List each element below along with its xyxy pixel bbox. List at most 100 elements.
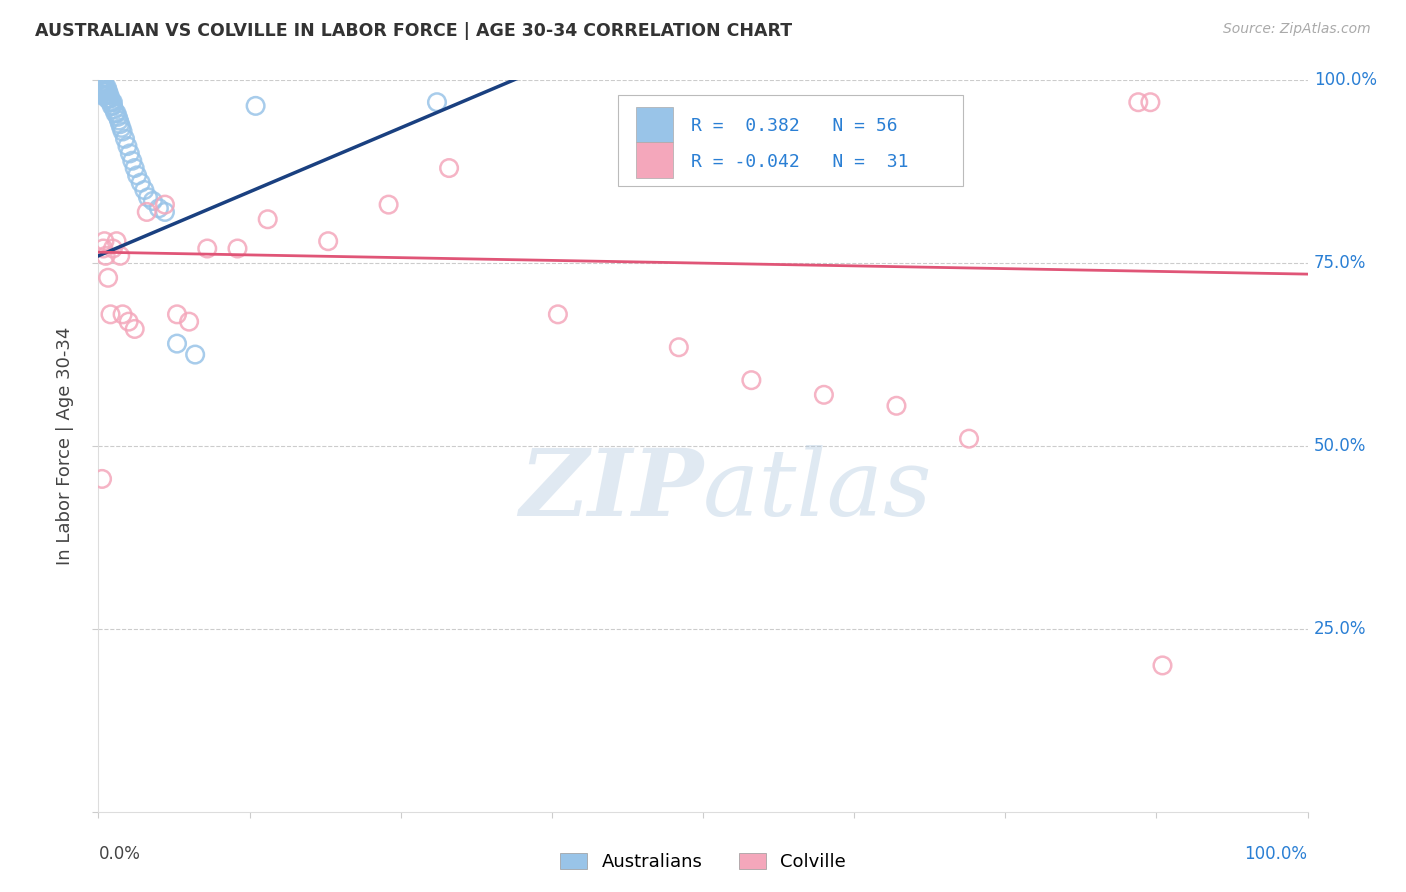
Point [97,270,120,285]
Text: 0.0%: 0.0% [98,845,141,863]
Legend: Australians, Colville: Australians, Colville [553,846,853,879]
Point [426,95,449,110]
Point [91,80,114,95]
Point [93,84,115,98]
Point [91,242,114,256]
Point [740,373,762,387]
Point [110,120,132,135]
Point [100,92,122,106]
Point [108,113,131,128]
Point [316,234,339,248]
Point [129,176,152,190]
Text: AUSTRALIAN VS COLVILLE IN LABOR FORCE | AGE 30-34 CORRELATION CHART: AUSTRALIAN VS COLVILLE IN LABOR FORCE | … [35,22,792,40]
Point [135,205,157,219]
Point [96,92,118,106]
Point [437,161,460,175]
Point [177,315,201,329]
Text: 100.0%: 100.0% [1244,845,1308,863]
Point [91,80,114,95]
Point [100,95,122,110]
Point [377,197,399,211]
Point [668,340,690,354]
Point [117,139,139,153]
Point [90,87,112,102]
Point [94,84,117,98]
Point [90,80,112,95]
Point [105,234,128,248]
Point [103,103,125,117]
Point [97,84,120,98]
Point [98,87,121,102]
Point [94,249,117,263]
Point [134,183,156,197]
Point [101,95,124,110]
Point [148,202,170,216]
Point [96,87,118,102]
Point [97,92,120,106]
Point [91,84,114,98]
Point [93,87,115,102]
Point [107,110,129,124]
Point [1139,95,1161,110]
FancyBboxPatch shape [619,95,963,186]
Point [153,205,176,219]
Point [91,84,114,98]
Point [96,84,118,98]
Point [108,117,131,131]
Point [111,124,134,138]
Point [89,77,111,91]
Point [100,95,122,110]
Point [105,106,128,120]
Point [94,80,117,95]
Point [166,307,188,321]
Point [98,92,121,106]
Text: atlas: atlas [703,445,932,535]
Text: R =  0.382   N = 56: R = 0.382 N = 56 [690,117,897,135]
Point [256,212,278,227]
Text: 75.0%: 75.0% [1313,254,1367,272]
Point [813,388,835,402]
Point [127,169,149,183]
Point [97,87,120,102]
Point [100,307,122,321]
Point [195,242,218,256]
Point [101,99,124,113]
Point [100,99,122,113]
Point [114,132,136,146]
Point [245,99,267,113]
Point [547,307,569,321]
Point [166,336,188,351]
Point [91,472,114,486]
Point [93,234,115,248]
Point [108,249,131,263]
Point [124,322,146,336]
Point [118,146,141,161]
FancyBboxPatch shape [637,143,672,178]
Point [142,194,165,208]
Point [93,77,115,91]
Point [957,432,980,446]
Point [118,315,141,329]
Text: Source: ZipAtlas.com: Source: ZipAtlas.com [1223,22,1371,37]
Point [101,242,124,256]
Text: 50.0%: 50.0% [1313,437,1367,455]
Point [93,80,115,95]
Text: ZIP: ZIP [519,445,703,535]
Point [96,80,118,95]
Point [93,80,115,95]
Point [153,197,176,211]
Point [886,399,908,413]
Point [1152,658,1174,673]
Point [226,242,249,256]
Point [91,77,114,91]
Point [94,87,117,102]
Text: R = -0.042   N =  31: R = -0.042 N = 31 [690,153,908,171]
Y-axis label: In Labor Force | Age 30-34: In Labor Force | Age 30-34 [56,326,75,566]
Point [121,153,143,168]
Point [91,77,114,91]
Point [184,348,207,362]
Point [111,307,134,321]
Point [124,161,146,175]
Point [1128,95,1150,110]
FancyBboxPatch shape [637,107,672,143]
